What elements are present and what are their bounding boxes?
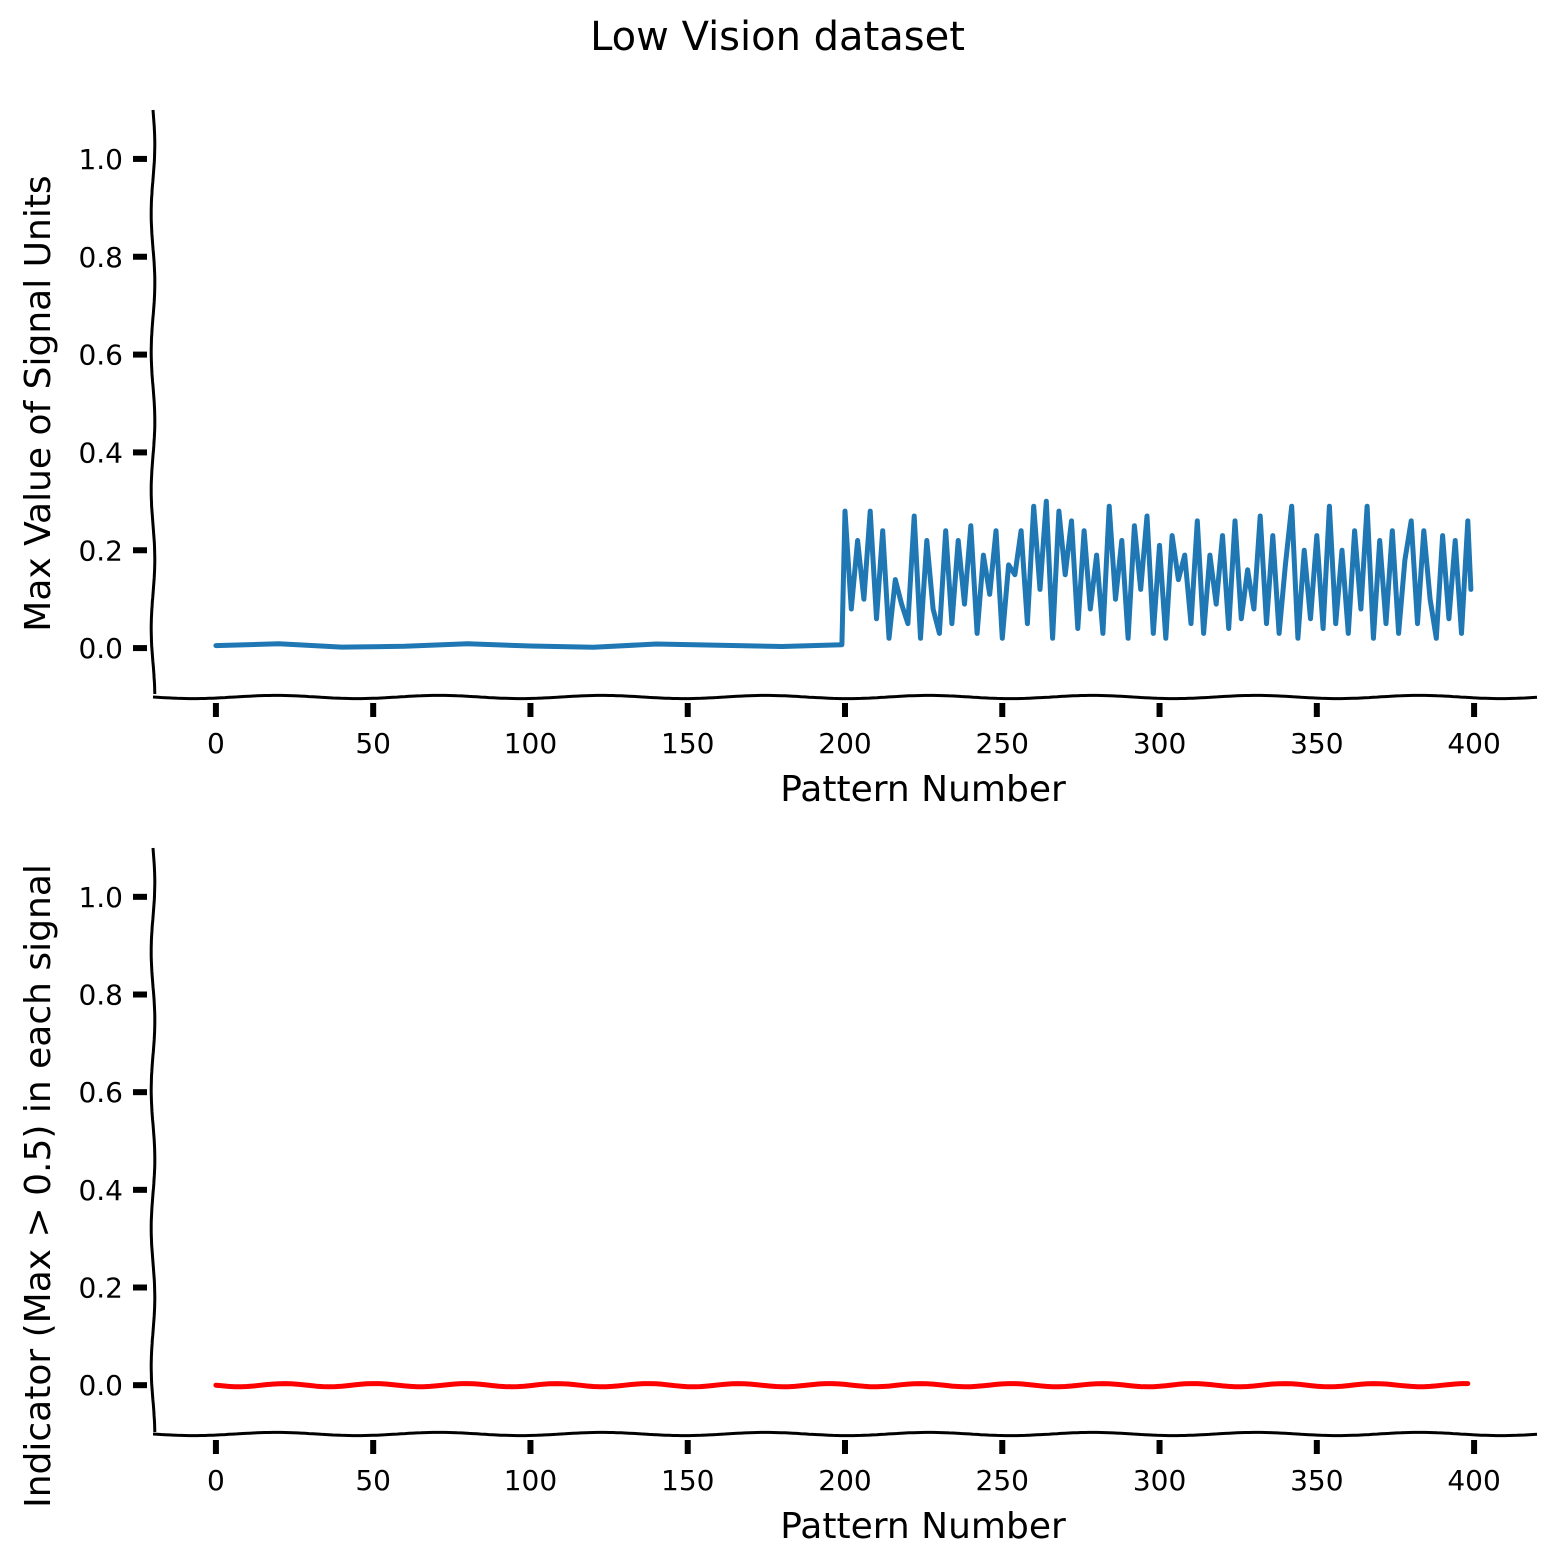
x-tick-label: 400: [1447, 727, 1500, 760]
x-tick-label: 150: [661, 1464, 714, 1497]
subplot-top: 0.0 0.2 0.4 0.6 0.8 1.0 0 50 100 150 200 250 300 350 4…: [18, 109, 1538, 810]
y-tick-label: 0.0: [78, 1369, 123, 1402]
x-tick-label: 50: [355, 1464, 391, 1497]
x-tick-label: 350: [1290, 727, 1343, 760]
y-tick-label: 0.2: [78, 534, 123, 567]
x-tick-label: 0: [207, 727, 225, 760]
series-line-1: [213, 498, 1474, 650]
y-tick-label: 1.0: [78, 881, 123, 914]
y-tick-label: 0.8: [78, 241, 123, 274]
y-axis-spine: [149, 847, 157, 1433]
subplot-bottom: 0.0 0.2 0.4 0.6 0.8 1.0 0 50 100 150 200 250 300 350 4…: [18, 847, 1538, 1547]
y-tick-label: 1.0: [78, 143, 123, 176]
y-tick-label: 0.6: [78, 339, 123, 372]
y-tick-label: 0.4: [78, 436, 123, 469]
x-tick-label: 300: [1133, 727, 1186, 760]
y-tick-label: 0.4: [78, 1174, 123, 1207]
x-tick-label: 150: [661, 727, 714, 760]
y-axis-label: Max Value of Signal Units: [18, 175, 59, 631]
x-tick-label: 100: [504, 727, 557, 760]
x-tick-label: 0: [207, 1464, 225, 1497]
y-tick-label: 0.2: [78, 1272, 123, 1305]
y-tick-label: 0.8: [78, 979, 123, 1012]
x-axis-spine: [152, 693, 1538, 701]
x-tick-label: 300: [1133, 1464, 1186, 1497]
y-axis-spine: [149, 109, 157, 695]
x-tick-label: 200: [818, 727, 871, 760]
x-tick-label: 200: [818, 1464, 871, 1497]
figure-title: Low Vision dataset: [590, 14, 965, 60]
x-tick-label: 100: [504, 1464, 557, 1497]
x-tick-label: 400: [1447, 1464, 1500, 1497]
x-tick-label: 250: [976, 727, 1029, 760]
x-tick-label: 250: [976, 1464, 1029, 1497]
x-axis-label: Pattern Number: [780, 769, 1066, 810]
x-tick-label: 50: [355, 727, 391, 760]
y-axis-label: Indicator (Max > 0.5) in each signal: [18, 864, 59, 1508]
y-tick-label: 0.0: [78, 632, 123, 665]
x-axis-spine: [152, 1430, 1538, 1438]
x-axis-label: Pattern Number: [780, 1506, 1066, 1547]
y-tick-label: 0.6: [78, 1076, 123, 1109]
series-line-1: [213, 1381, 1471, 1390]
x-tick-label: 350: [1290, 1464, 1343, 1497]
